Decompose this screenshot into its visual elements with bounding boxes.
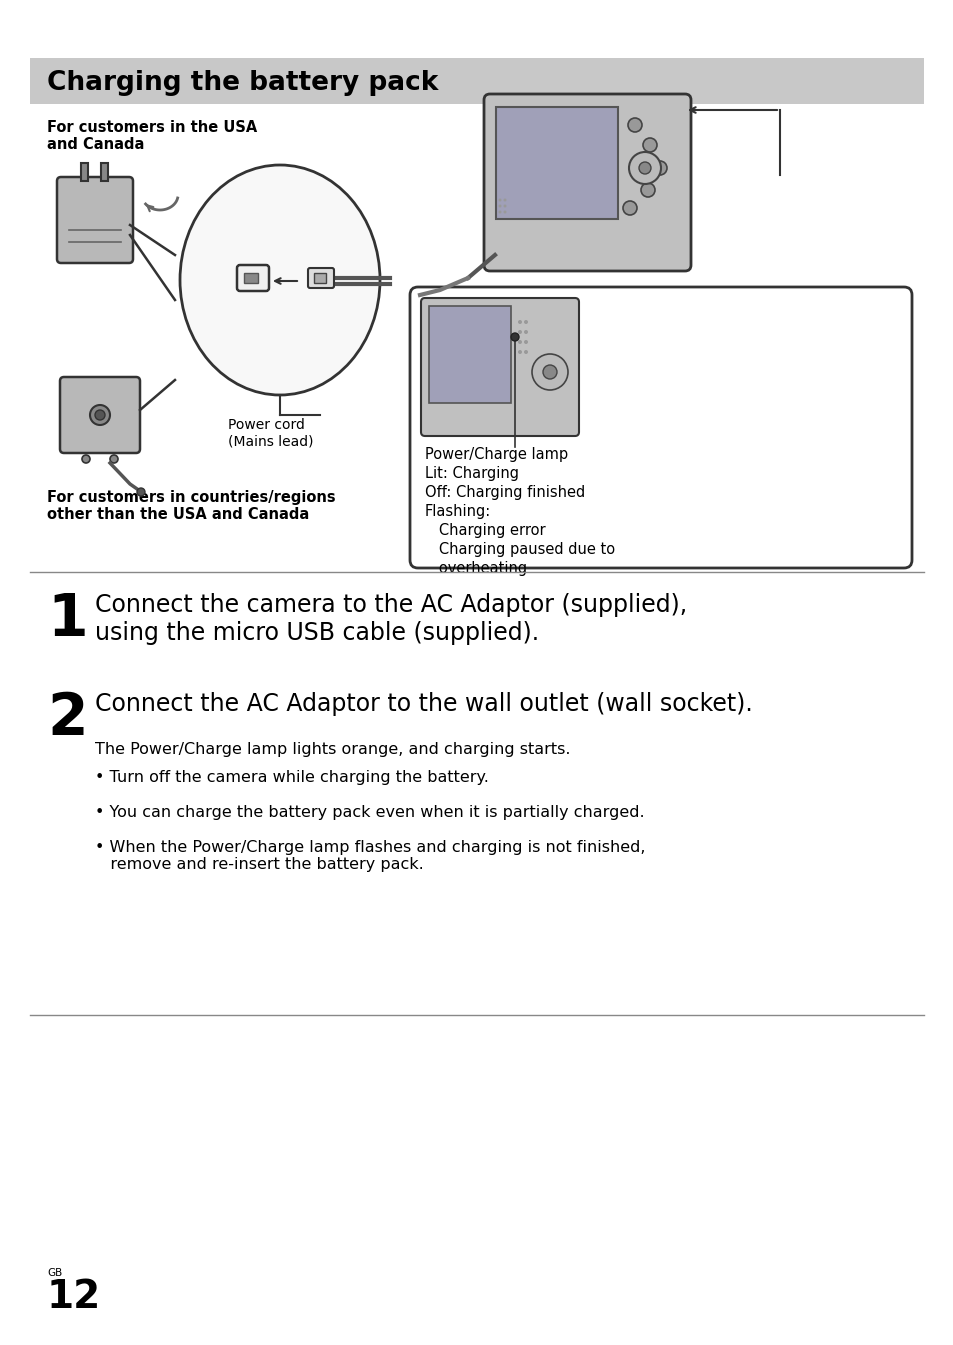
Text: The Power/Charge lamp lights orange, and charging starts.: The Power/Charge lamp lights orange, and… [95,742,570,757]
Circle shape [652,161,666,175]
Circle shape [82,455,90,463]
Circle shape [523,350,527,354]
Text: • Turn off the camera while charging the battery.: • Turn off the camera while charging the… [95,769,488,785]
Text: • You can charge the battery pack even when it is partially charged.: • You can charge the battery pack even w… [95,806,644,820]
Circle shape [95,410,105,420]
Text: Connect the AC Adaptor to the wall outlet (wall socket).: Connect the AC Adaptor to the wall outle… [95,691,752,716]
Text: Power/Charge lamp: Power/Charge lamp [424,447,568,461]
FancyBboxPatch shape [483,94,690,270]
Circle shape [642,139,657,152]
Circle shape [532,354,567,390]
Text: 12: 12 [47,1278,101,1315]
Bar [314,273,326,282]
FancyBboxPatch shape [308,268,334,288]
Circle shape [639,161,650,174]
Text: GB: GB [47,1268,62,1278]
Text: Charging the battery pack: Charging the battery pack [47,70,438,95]
Text: Power cord
(Mains lead): Power cord (Mains lead) [228,418,314,448]
Circle shape [517,340,521,344]
Circle shape [622,200,637,215]
Circle shape [523,330,527,334]
FancyBboxPatch shape [429,307,511,404]
Bar [30,58,923,104]
Circle shape [628,152,660,184]
Text: • When the Power/Charge lamp flashes and charging is not finished,
   remove and: • When the Power/Charge lamp flashes and… [95,841,645,873]
Circle shape [90,405,110,425]
Circle shape [640,183,655,196]
Bar [101,163,109,182]
Circle shape [627,118,641,132]
Circle shape [511,334,518,342]
Bar [244,273,257,282]
Ellipse shape [180,165,379,395]
Circle shape [503,204,506,207]
Circle shape [523,320,527,324]
FancyBboxPatch shape [57,178,132,264]
Circle shape [110,455,118,463]
Text: Charging paused due to: Charging paused due to [424,542,615,557]
FancyBboxPatch shape [60,377,140,453]
Text: Lit: Charging: Lit: Charging [424,465,518,482]
Text: 2: 2 [47,690,88,746]
FancyBboxPatch shape [420,299,578,436]
Text: Off: Charging finished: Off: Charging finished [424,486,584,500]
Circle shape [498,199,501,202]
Text: For customers in countries/regions
other than the USA and Canada: For customers in countries/regions other… [47,490,335,522]
Circle shape [503,199,506,202]
Text: overheating: overheating [424,561,527,576]
Circle shape [542,364,557,379]
Text: Charging error: Charging error [424,523,545,538]
Circle shape [517,350,521,354]
Circle shape [523,340,527,344]
FancyBboxPatch shape [410,286,911,568]
Circle shape [517,320,521,324]
FancyBboxPatch shape [236,265,269,291]
Circle shape [498,211,501,214]
Text: 1: 1 [47,590,88,648]
Text: For customers in the USA
and Canada: For customers in the USA and Canada [47,120,257,152]
Circle shape [503,211,506,214]
Bar [81,163,89,182]
Circle shape [498,204,501,207]
Circle shape [137,488,145,496]
Text: Connect the camera to the AC Adaptor (supplied),
using the micro USB cable (supp: Connect the camera to the AC Adaptor (su… [95,593,686,644]
FancyBboxPatch shape [496,108,618,219]
Text: Flashing:: Flashing: [424,504,491,519]
Circle shape [517,330,521,334]
